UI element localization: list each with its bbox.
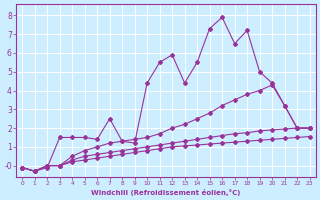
X-axis label: Windchill (Refroidissement éolien,°C): Windchill (Refroidissement éolien,°C) (91, 189, 241, 196)
